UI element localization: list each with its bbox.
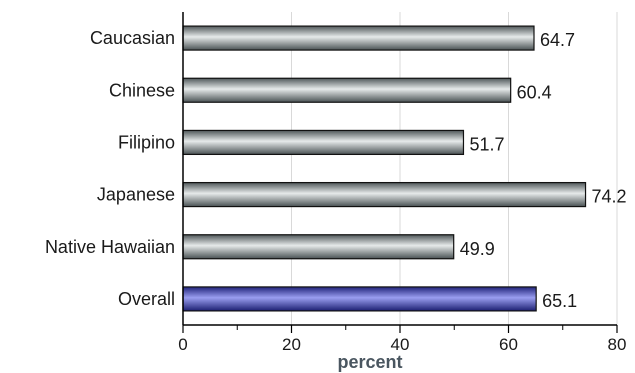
value-label: 51.7	[469, 134, 504, 154]
category-label: Caucasian	[90, 28, 175, 48]
value-labels: 64.7 60.4 51.7 74.2 49.9 65.1	[460, 30, 627, 311]
bar-caucasian	[182, 25, 535, 51]
bars	[182, 25, 587, 312]
x-tick-label: 60	[499, 335, 518, 354]
x-tick-label: 0	[178, 335, 187, 354]
category-label: Japanese	[97, 185, 175, 205]
bar-chinese	[182, 77, 512, 103]
x-axis-ticks: 0 20 40 60 80	[178, 325, 626, 354]
x-axis-title: percent	[337, 352, 402, 372]
category-label: Chinese	[109, 80, 175, 100]
value-label: 74.2	[592, 187, 627, 207]
bar-overall	[182, 286, 537, 312]
x-tick-label: 40	[391, 335, 410, 354]
bar-filipino	[182, 129, 465, 156]
x-tick-label: 80	[608, 335, 627, 354]
x-tick-label: 20	[282, 335, 301, 354]
category-labels: Caucasian Chinese Filipino Japanese Native H…	[45, 28, 175, 309]
category-label: Filipino	[118, 132, 175, 152]
category-label: Native Hawaiian	[45, 237, 175, 257]
bar-native-hawaiian	[182, 234, 455, 260]
bar-japanese	[182, 181, 587, 208]
gridlines	[291, 12, 618, 325]
value-label: 64.7	[540, 30, 575, 50]
value-label: 60.4	[517, 82, 552, 102]
category-label: Overall	[118, 289, 175, 309]
value-label: 65.1	[542, 291, 577, 311]
value-label: 49.9	[460, 239, 495, 259]
